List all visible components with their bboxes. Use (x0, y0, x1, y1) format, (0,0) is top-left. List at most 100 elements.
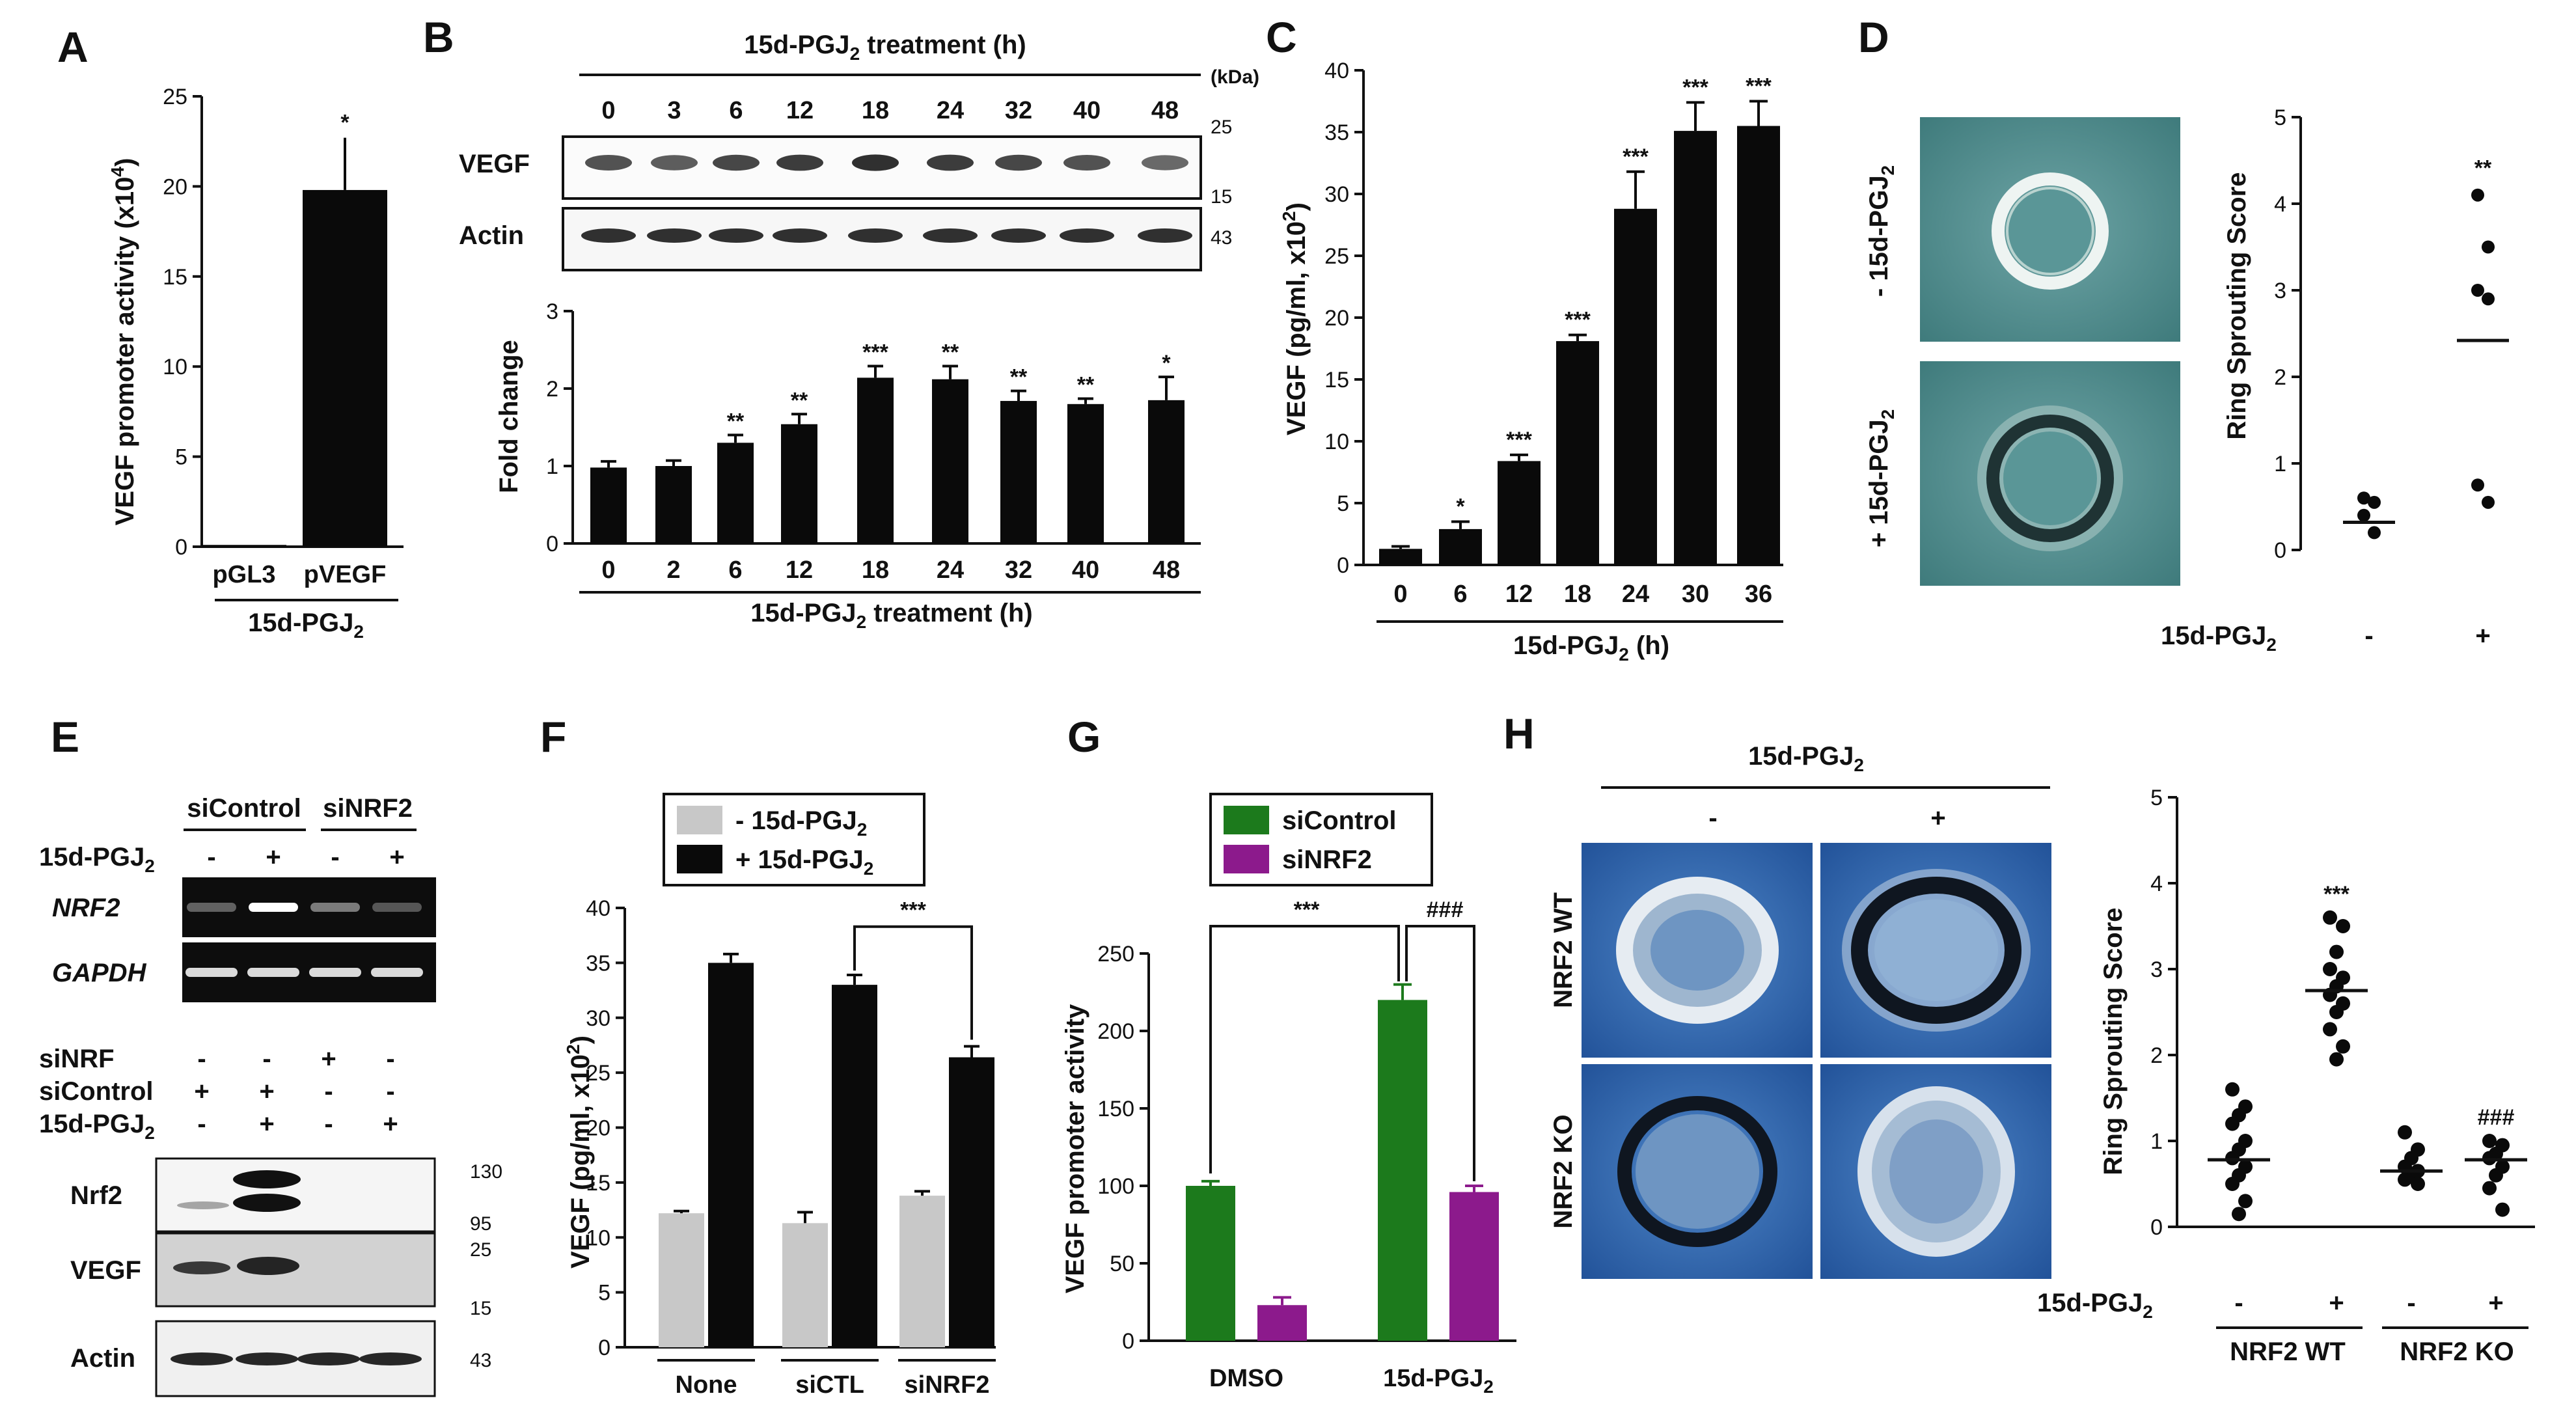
panel-f-y-tick-label: 10 (586, 1226, 610, 1250)
panel-h-point (2482, 1134, 2497, 1148)
panel-h-point (2482, 1181, 2497, 1196)
panel-b-row-actin: Actin (459, 221, 524, 250)
panel-h-x-row-label: 15d-PGJ2 (2037, 1289, 2153, 1322)
panel-c-y-tick-label: 25 (1324, 244, 1349, 269)
panel-h-x-signs: - + - + (2234, 1289, 2503, 1317)
panel-h-point (2323, 910, 2337, 925)
panel-g-y-tick-label: 200 (1097, 1019, 1134, 1044)
panel-g-x-label: DMSO (1209, 1365, 1283, 1392)
panel-b-vegf-band (927, 154, 974, 171)
panel-e-wb-sign: + (259, 1077, 274, 1106)
panel-b-vegf-band (995, 154, 1042, 171)
panel-f-chart: 0 5 10 15 20 25 30 35 40 None siCTL siNRF2 *** (586, 896, 996, 1399)
panel-d-point (2482, 240, 2495, 254)
panel-h-y-tick-label: 1 (2150, 1129, 2163, 1154)
panel-f-y-tick-label: 40 (586, 896, 610, 921)
panel-g-legend-sinrf2: siNRF2 (1282, 845, 1372, 874)
panel-e-wb-sign: - (386, 1045, 394, 1073)
panel-label-h: H (1503, 709, 1535, 758)
panel-b-bar (1148, 400, 1185, 543)
panel-e-row-nrf2: NRF2 (52, 894, 120, 922)
panel-b-x-label: 40 (1072, 556, 1099, 584)
panel-d-point (2368, 495, 2381, 509)
panel-b-x-label: 12 (786, 556, 813, 584)
panel-h-y-tick-label: 3 (2150, 957, 2163, 982)
panel-b-actin-band (647, 228, 702, 243)
panel-c-xtitle: 15d-PGJ2 (h) (1513, 631, 1669, 665)
panel-c-x-label: 24 (1622, 581, 1649, 608)
panel-g-bar (1378, 1000, 1427, 1341)
panel-b-blot-time: 18 (862, 97, 889, 124)
panel-c-x-label: 12 (1505, 581, 1533, 608)
panel-f-sig-bracket (853, 925, 973, 1040)
panel-e-marker-25: 25 (470, 1239, 491, 1261)
panel-b-marker-43: 43 (1211, 227, 1232, 249)
panel-c-sig: *** (1565, 308, 1591, 333)
panel-c-x-label: 6 (1453, 581, 1467, 608)
panel-f-y-tick-label: 35 (586, 951, 610, 976)
panel-c-sig: *** (1506, 428, 1532, 452)
panel-h-point (2398, 1172, 2412, 1187)
panel-e-wb-sign: - (197, 1045, 206, 1073)
panel-e-wb-band-nrf2-lower (233, 1194, 301, 1212)
panel-h-point (2329, 1005, 2344, 1019)
panel-e-wb-sign: - (197, 1110, 206, 1138)
panel-f-y-tick-label: 5 (598, 1281, 610, 1306)
panel-d-sign-plus: + (2475, 622, 2490, 650)
panel-g-y-tick-label: 0 (1122, 1329, 1134, 1354)
panel-b-actin-band (773, 228, 827, 243)
panel-e-wb-condition-label: siControl (39, 1077, 154, 1106)
panel-f-bar (659, 1213, 704, 1347)
panel-f-y-tick-label: 25 (586, 1061, 610, 1086)
panel-a-y-tick-label: 0 (175, 535, 187, 560)
panel-g-bar (1257, 1305, 1307, 1341)
panel-e-row-gapdh: GAPDH (52, 959, 147, 987)
panel-b-vegf-band (1142, 155, 1188, 171)
panel-h-y-tick-label: 2 (2150, 1043, 2163, 1068)
panel-b-sig: ** (1077, 372, 1095, 397)
panel-b-x-label: 6 (728, 556, 742, 584)
panel-h-point (2336, 919, 2350, 933)
panel-a-y-tick-label: 10 (163, 355, 187, 379)
panel-b-kda: (kDa) (1211, 66, 1259, 88)
panel-d-point (2482, 495, 2495, 509)
panel-b-bar (590, 467, 627, 543)
panel-e-wb-sign: - (262, 1045, 271, 1073)
panel-f-bar (832, 985, 877, 1347)
panel-e-gel-band-gapdh (309, 968, 361, 977)
panel-e-wb-condition-label: siNRF (39, 1045, 115, 1073)
panel-h-point (2329, 944, 2344, 959)
panel-h-x-sign: - (2407, 1289, 2415, 1317)
panel-e-gel-nrf2 (182, 877, 436, 937)
panel-b-bar (932, 379, 968, 543)
panel-h-point (2411, 1177, 2425, 1191)
panel-d-label-plus: + 15d-PGJ2 (1865, 409, 1898, 547)
panel-h-point (2238, 1194, 2253, 1209)
panel-c-y-tick-label: 40 (1324, 59, 1349, 83)
panel-c-x-label: 18 (1564, 581, 1591, 608)
panel-g-ylabel: VEGF promoter activity (1061, 1004, 1089, 1293)
panel-h-point (2323, 962, 2337, 976)
panel-b-x-label: 2 (666, 556, 680, 584)
panel-b-actin-band (923, 228, 978, 243)
panel-c-sig: *** (1746, 74, 1772, 99)
panel-a-ylabel: VEGF promoter activity (x104) (107, 158, 139, 526)
panel-h-x-sign: + (2488, 1289, 2503, 1317)
panel-b-x-label: 18 (862, 556, 889, 584)
panel-e-wb-band-actin (297, 1352, 360, 1365)
panel-h-point (2495, 1202, 2510, 1217)
panel-d-x-row-label: 15d-PGJ2 (2161, 622, 2277, 655)
panel-a-y-tick-label: 25 (163, 85, 187, 109)
panel-h-ring-inner-ko-minus (1636, 1114, 1759, 1229)
panel-a-group-label: 15d-PGJ2 (248, 609, 364, 642)
panel-d-y-tick-label: 2 (2274, 365, 2286, 390)
panel-b-actin-band (581, 228, 636, 243)
panel-h-point (2232, 1207, 2246, 1222)
panel-label-b: B (423, 13, 454, 61)
panel-f-legend-plus: + 15d-PGJ2 (735, 845, 873, 879)
panel-c-x-label: 36 (1745, 581, 1772, 608)
panel-d-point (2357, 491, 2370, 505)
panel-h-point (2489, 1168, 2503, 1183)
panel-a-x-label: pGL3 (212, 561, 275, 588)
panel-d-sign-minus: - (2364, 622, 2373, 650)
